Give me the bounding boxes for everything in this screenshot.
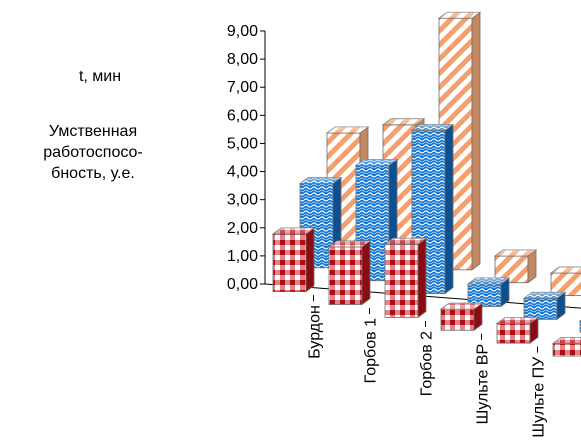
y-tick-label: 2,00 bbox=[227, 220, 258, 237]
y-tick-label: 3,00 bbox=[227, 192, 258, 209]
bar-front bbox=[440, 308, 475, 331]
y-tick-label: 0,00 bbox=[227, 276, 258, 293]
bar-front bbox=[328, 246, 363, 305]
bar-top-shade bbox=[524, 292, 565, 299]
bar-side bbox=[471, 11, 481, 271]
bar-top-shade bbox=[495, 249, 536, 256]
bar-top-shade bbox=[497, 317, 538, 324]
bar-side bbox=[444, 123, 454, 295]
x-tick-label: Шульте ПУ bbox=[531, 356, 548, 438]
y-tick-label: 1,00 bbox=[227, 248, 258, 265]
y-tick-label: 6,00 bbox=[227, 107, 258, 124]
bar-front bbox=[552, 342, 581, 357]
bar-wave bbox=[522, 291, 567, 321]
y-axis-label-time: t, мин bbox=[78, 68, 122, 85]
y-tick-label: 8,00 bbox=[227, 51, 258, 68]
x-tick-label: Горбов 1 bbox=[363, 318, 380, 383]
bar-plaid bbox=[271, 227, 316, 293]
bar-top-shade bbox=[412, 124, 453, 131]
y-tick-label: 4,00 bbox=[227, 164, 258, 181]
y-tick-label: 7,00 bbox=[227, 79, 258, 96]
bar-top-shade bbox=[356, 159, 397, 166]
bar-top-shade bbox=[551, 267, 581, 274]
bar-front bbox=[384, 243, 419, 318]
bar-top-shade bbox=[383, 118, 424, 125]
bar-plaid bbox=[383, 237, 428, 319]
y-tick-label: 5,00 bbox=[227, 135, 258, 152]
bar-top-shade bbox=[439, 12, 480, 19]
bar-front bbox=[523, 297, 558, 320]
bar-plaid bbox=[551, 336, 581, 357]
y-tick-label: 9,00 bbox=[227, 23, 258, 40]
bar-top-shade bbox=[385, 238, 426, 245]
x-tick-label: Бурдон bbox=[307, 305, 324, 359]
x-tick-label: Горбов 2 bbox=[419, 331, 436, 396]
bar-side bbox=[305, 227, 315, 293]
bar-top-shade bbox=[300, 177, 341, 184]
bar-plaid bbox=[495, 316, 540, 344]
bar-side bbox=[417, 237, 427, 319]
bar-diagonal bbox=[493, 249, 538, 284]
bar-top-shade bbox=[468, 277, 509, 284]
bar-top-shade bbox=[329, 240, 370, 247]
bar-diagonal bbox=[549, 266, 581, 296]
bar-plaid bbox=[327, 240, 372, 306]
bar-top-shade bbox=[273, 228, 314, 235]
bar-top-shade bbox=[327, 127, 368, 134]
bar-wave bbox=[466, 277, 511, 308]
x-tick-label: Шульте ВР bbox=[475, 344, 492, 425]
bar-front bbox=[272, 233, 307, 293]
y-axis-label-work-capacity: Умственная работоспосо-бность, у.е. bbox=[43, 123, 143, 182]
bar-front bbox=[496, 323, 531, 344]
bar-plaid bbox=[439, 302, 484, 332]
bar-top-shade bbox=[441, 303, 482, 310]
bar-side bbox=[361, 240, 371, 306]
bar-top-shade bbox=[553, 337, 581, 344]
